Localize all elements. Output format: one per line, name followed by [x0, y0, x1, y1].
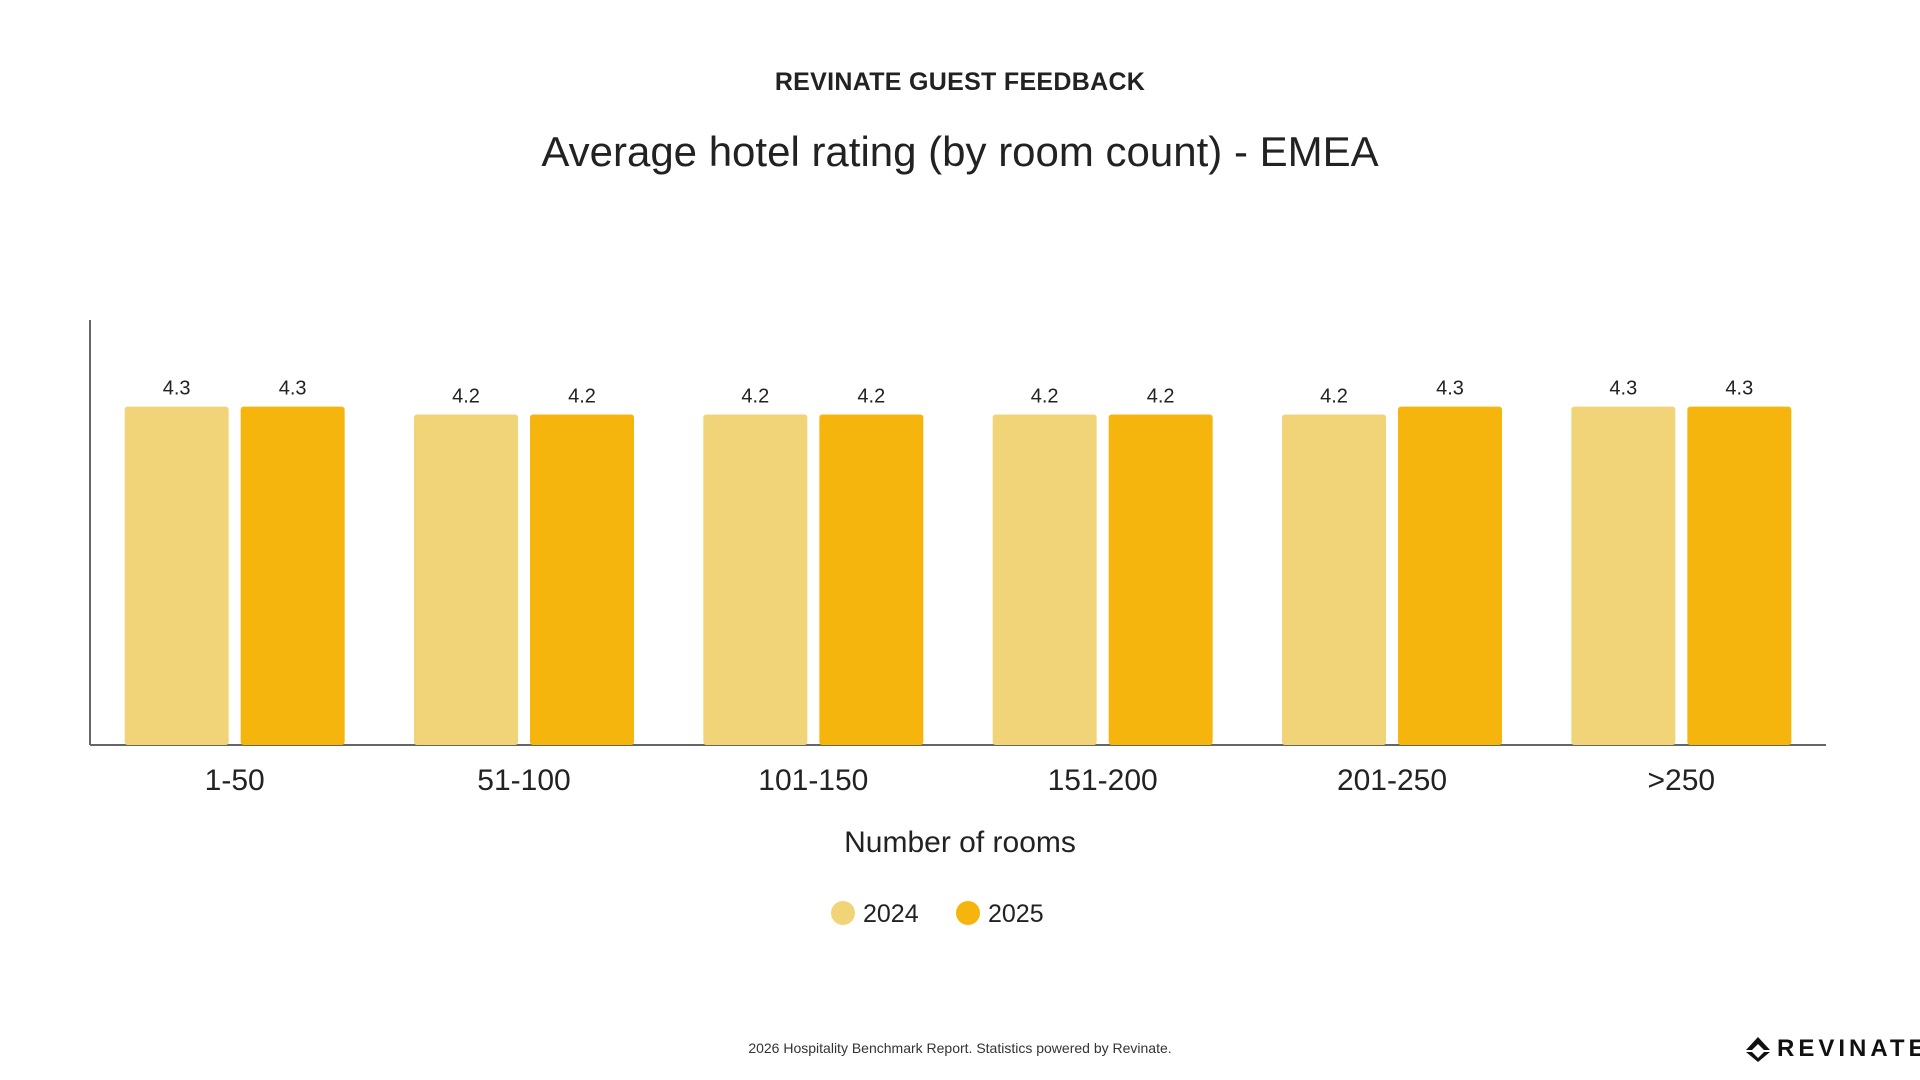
bar-2025-1: [240, 406, 345, 745]
bar-2024-4: [992, 414, 1097, 745]
data-label-2025-6: 4.3: [1725, 378, 1753, 400]
bar-2024-1: [124, 406, 229, 745]
data-label-2025-5: 4.3: [1436, 378, 1464, 400]
bar-2025-6: [1687, 406, 1792, 745]
legend-marker-2025: [956, 901, 980, 925]
logo-wordmark: REVINATE: [1777, 1035, 1920, 1062]
report-eyebrow: REVINATE GUEST FEEDBACK: [774, 68, 1146, 96]
x-axis-label: Number of rooms: [844, 826, 1076, 859]
bar-2025-3: [819, 414, 924, 745]
x-tick-label: >250: [1648, 764, 1716, 797]
bar-2024-5: [1282, 414, 1386, 745]
data-label-2025-2: 4.2: [568, 385, 596, 407]
bar-2024-6: [1571, 406, 1676, 745]
revinate-logo: REVINATE: [1745, 1032, 1920, 1066]
data-label-2024-6: 4.3: [1609, 378, 1637, 400]
chart-title: Average hotel rating (by room count) - E…: [541, 128, 1379, 175]
bar-chart: 4.3 4.3 1-50 4.2 4.2 51-100 4.2 4.2 101-150 4.2 4.…: [89, 320, 1826, 928]
x-tick-label: 51-100: [477, 764, 570, 797]
legend-marker-2024: [831, 901, 855, 925]
footer-note: 2026 Hospitality Benchmark Report. Stati…: [748, 1040, 1172, 1056]
data-label-2024-4: 4.2: [1031, 385, 1059, 407]
data-label-2024-5: 4.2: [1320, 385, 1348, 407]
bar-2025-4: [1108, 414, 1213, 745]
legend-label-2024: 2024: [863, 900, 919, 928]
bar-2024-3: [703, 414, 808, 745]
legend-label-2025: 2025: [988, 900, 1044, 928]
data-label-2025-1: 4.3: [279, 378, 307, 400]
data-label-2024-2: 4.2: [452, 385, 480, 407]
x-tick-label: 1-50: [205, 764, 265, 797]
x-tick-label: 201-250: [1337, 764, 1447, 797]
bar-2025-5: [1398, 406, 1502, 745]
bar-2025-2: [530, 414, 634, 745]
revinate-logo-icon: [1746, 1037, 1770, 1062]
x-tick-label: 151-200: [1048, 764, 1158, 797]
data-label-2025-4: 4.2: [1147, 385, 1175, 407]
x-tick-label: 101-150: [758, 764, 868, 797]
data-label-2024-1: 4.3: [163, 378, 191, 400]
data-label-2024-3: 4.2: [741, 385, 769, 407]
data-label-2025-3: 4.2: [857, 385, 885, 407]
bar-2024-2: [414, 414, 518, 745]
